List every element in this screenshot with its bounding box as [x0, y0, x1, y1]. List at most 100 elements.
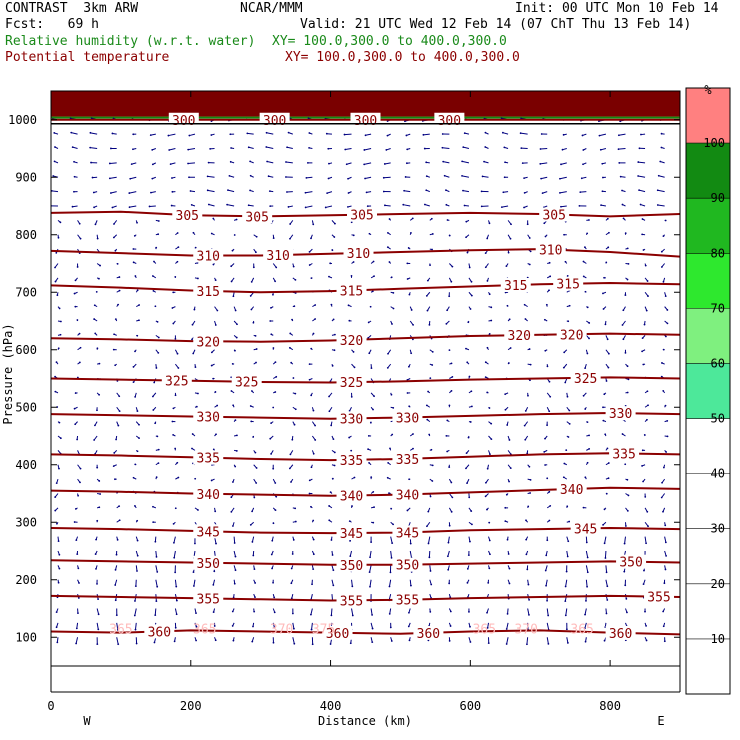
- wind-arrowhead: [641, 233, 644, 236]
- wind-arrowhead: [79, 481, 81, 484]
- wind-arrowhead: [602, 523, 604, 526]
- wind-arrowhead: [559, 191, 561, 194]
- wind-arrowhead: [523, 424, 526, 427]
- wind-arrowhead: [468, 375, 471, 378]
- wind-arrowhead: [430, 217, 433, 220]
- isentrope-label-bg: [347, 207, 378, 222]
- wind-arrowhead: [665, 451, 668, 453]
- wind-arrowhead: [58, 467, 60, 470]
- wind-arrowhead: [486, 280, 489, 282]
- wind-arrowhead: [191, 338, 193, 341]
- wind-arrowhead: [441, 146, 444, 149]
- wind-arrowhead: [606, 585, 609, 588]
- wind-arrowhead: [621, 324, 624, 326]
- wind-arrowhead: [490, 422, 493, 425]
- wind-arrowhead: [624, 584, 627, 587]
- wind-arrowhead: [621, 189, 623, 192]
- wind-arrowhead: [233, 542, 236, 544]
- isentrope-label: 355: [340, 594, 363, 609]
- wind-arrowhead: [405, 162, 408, 165]
- wind-arrowhead: [74, 392, 77, 394]
- wind-arrowhead: [176, 352, 179, 355]
- isentrope-label-bg: [242, 209, 273, 224]
- wind-arrowhead: [549, 395, 552, 398]
- colorbar-tick-label: 10: [711, 632, 725, 646]
- wind-arrowhead: [95, 567, 97, 570]
- wind-arrowhead: [446, 309, 449, 312]
- isentrope-label-bg: [193, 409, 224, 424]
- wind-arrowhead: [351, 585, 354, 588]
- wind-arrowhead: [192, 352, 195, 355]
- wind-arrowhead: [544, 349, 547, 352]
- wind-arrowhead: [447, 541, 450, 544]
- wind-arrowhead: [228, 174, 231, 177]
- wind-arrowhead: [383, 163, 386, 165]
- wind-arrowhead: [372, 491, 375, 493]
- wind-arrowhead: [390, 640, 393, 642]
- wind-arrowhead: [285, 176, 287, 178]
- wind-arrowhead: [270, 453, 272, 455]
- wind-arrowhead: [79, 237, 82, 240]
- wind-arrowhead: [155, 476, 158, 479]
- wind-arrowhead: [251, 640, 254, 643]
- isentrope-label: 365: [193, 622, 216, 637]
- wind-arrowhead: [365, 191, 368, 194]
- wind-arrowhead: [431, 233, 434, 235]
- wind-arrowhead: [619, 175, 622, 178]
- wind-arrowhead: [73, 175, 76, 178]
- wind-arrowhead: [622, 217, 625, 220]
- wind-arrowhead: [546, 424, 548, 427]
- wind-arrowhead: [128, 206, 131, 209]
- wind-arrowhead: [588, 434, 590, 437]
- wind-arrowhead: [510, 223, 512, 226]
- wind-arrowhead: [285, 161, 287, 163]
- wind-arrowhead: [134, 463, 137, 466]
- isentrope-label: 350: [197, 557, 220, 572]
- wind-arrowhead: [155, 246, 158, 249]
- wind-arrowhead: [656, 204, 659, 206]
- wind-arrowhead: [77, 597, 80, 599]
- wind-arrowhead: [99, 493, 102, 495]
- wind-arrowhead: [114, 249, 117, 252]
- isentrope-label: 325: [340, 376, 363, 391]
- wind-arrowhead: [254, 251, 257, 254]
- wind-arrowhead: [174, 507, 177, 510]
- wind-arrowhead: [507, 251, 510, 254]
- wind-arrowhead: [235, 450, 238, 452]
- forecast-hour: Fcst: 69 h: [5, 17, 99, 32]
- wind-arrowhead: [373, 275, 375, 278]
- wind-arrowhead: [312, 553, 315, 556]
- wind-arrowhead: [174, 571, 177, 574]
- wind-arrowhead: [59, 221, 62, 224]
- wind-arrowhead: [463, 204, 466, 207]
- isentrope-label-bg: [504, 328, 535, 343]
- wind-arrowhead: [509, 467, 512, 470]
- wind-arrowhead: [624, 525, 627, 527]
- wind-arrowhead: [76, 438, 79, 441]
- x-tick-label: 600: [459, 699, 481, 713]
- isentrope-label: 305: [542, 209, 565, 224]
- wind-arrowhead: [98, 393, 101, 396]
- wind-arrowhead: [404, 176, 407, 178]
- wind-arrowhead: [548, 289, 550, 292]
- wind-arrowhead: [333, 236, 336, 238]
- wind-arrowhead: [108, 162, 111, 165]
- wind-arrowhead: [272, 347, 275, 349]
- wind-arrowhead: [431, 248, 433, 251]
- wind-arrowhead: [94, 332, 97, 335]
- colorbar-tick-label: 30: [711, 522, 725, 536]
- wind-arrowhead: [509, 237, 512, 240]
- wind-arrowhead: [426, 418, 429, 421]
- wind-arrowhead: [429, 377, 432, 380]
- wind-arrowhead: [568, 520, 571, 523]
- wind-arrowhead: [392, 291, 395, 294]
- wind-arrowhead: [659, 160, 662, 163]
- wind-arrowhead: [543, 318, 546, 321]
- wind-arrowhead: [269, 205, 272, 208]
- colorbar-tick-label: 40: [711, 467, 725, 481]
- wind-arrowhead: [250, 308, 253, 311]
- wind-arrowhead: [289, 237, 291, 240]
- x-axis-label: Distance (km): [318, 714, 412, 728]
- wind-arrowhead: [232, 295, 235, 298]
- wind-arrowhead: [665, 335, 667, 338]
